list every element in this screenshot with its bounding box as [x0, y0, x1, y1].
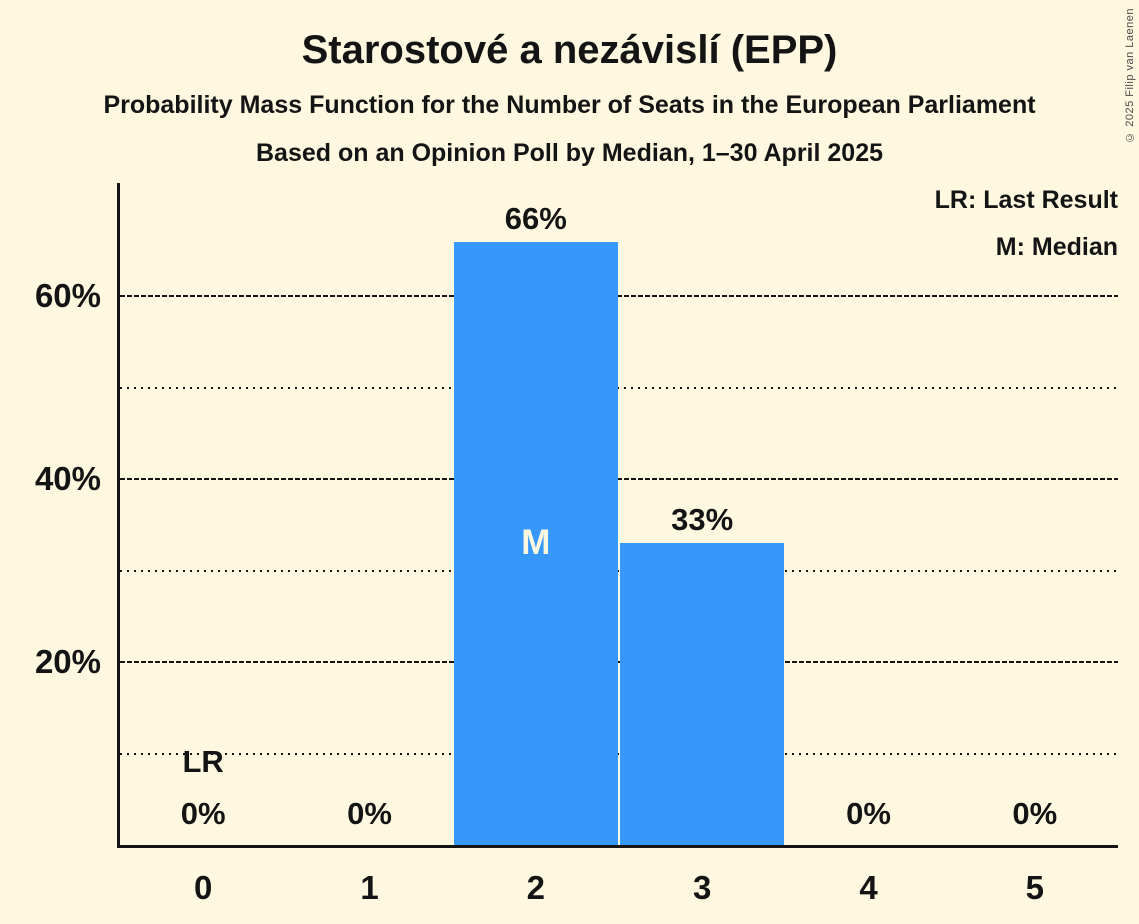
- last-result-marker: LR: [182, 744, 224, 779]
- value-label-seats-0: 0%: [180, 796, 226, 831]
- y-tick-label-60: 60%: [34, 277, 101, 315]
- x-tick-label-3: 3: [692, 869, 712, 906]
- gridline-dotted-10pct: [120, 752, 1118, 755]
- chart-title: Starostové a nezávislí (EPP): [301, 28, 838, 72]
- gridline-solid-60pct: [120, 295, 1118, 298]
- value-label-seats-1: 0%: [347, 796, 392, 831]
- bar-seats-2: M: [453, 241, 618, 845]
- y-tick-label-40: 40%: [34, 460, 101, 498]
- y-tick-label-20: 20%: [34, 643, 101, 681]
- legend-median: M: Median: [995, 233, 1118, 261]
- median-marker: M: [521, 523, 551, 563]
- value-label-seats-4: 0%: [846, 796, 891, 831]
- legend-last-result: LR: Last Result: [934, 186, 1118, 214]
- legend: LR: Last Result M: Median: [935, 177, 1118, 271]
- y-axis-line: [117, 183, 120, 848]
- value-label-seats-3: 33%: [671, 502, 734, 538]
- x-tick-label-5: 5: [1025, 869, 1044, 906]
- value-label-seats-5: 0%: [1012, 796, 1058, 831]
- gridline-solid-20pct: [120, 661, 1118, 664]
- x-tick-label-2: 2: [526, 869, 545, 906]
- value-label-seats-2: 66%: [504, 200, 567, 236]
- chart-poll-note: Based on an Opinion Poll by Median, 1–30…: [255, 139, 883, 167]
- copyright-notice: © 2025 Filip van Laenen: [1124, 8, 1136, 143]
- chart-subtitle: Probability Mass Function for the Number…: [103, 91, 1036, 119]
- gridline-dotted-50pct: [120, 386, 1118, 389]
- x-tick-label-1: 1: [360, 869, 379, 906]
- bar-seats-3: [620, 543, 785, 845]
- plot-area: 0% LR 0% M 66% 33% 0% 0%: [120, 183, 1118, 845]
- gridline-solid-40pct: [120, 478, 1118, 481]
- gridline-dotted-30pct: [120, 569, 1118, 572]
- x-tick-label-0: 0: [193, 869, 213, 906]
- x-tick-label-4: 4: [859, 869, 878, 906]
- x-axis-line: [117, 845, 1118, 848]
